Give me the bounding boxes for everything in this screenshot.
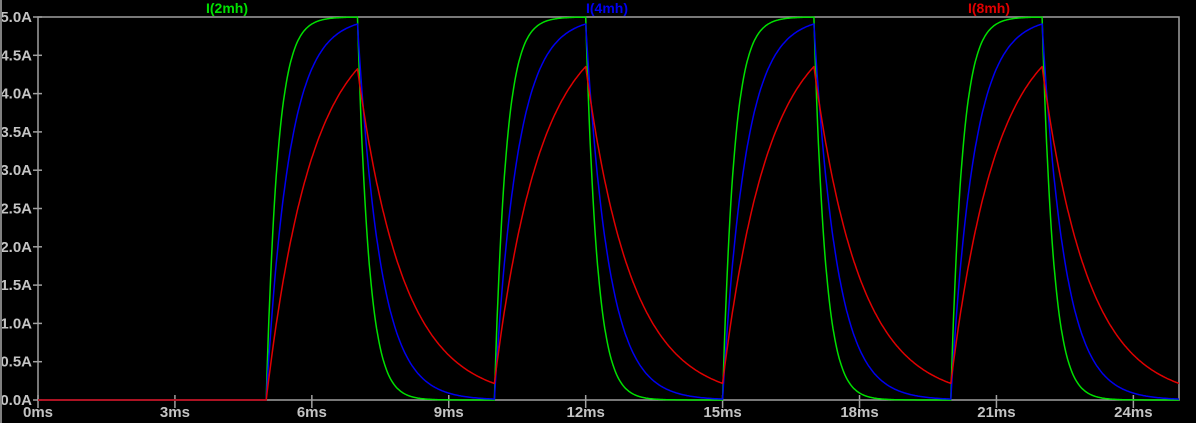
- trace-label-i2mh[interactable]: I(2mh): [206, 0, 248, 16]
- trace-i2mh[interactable]: [38, 16, 1179, 401]
- x-tick-label: 3ms: [160, 404, 190, 421]
- y-tick-label: 4.5A: [0, 47, 32, 64]
- plot-border-box: [37, 16, 1180, 401]
- trace-label-i8mh[interactable]: I(8mh): [968, 0, 1010, 16]
- x-tick-label: 9ms: [434, 404, 464, 421]
- x-tick-label: 18ms: [840, 404, 878, 421]
- x-tick-label: 12ms: [566, 404, 604, 421]
- trace-legend: I(2mh) I(4mh) I(8mh): [0, 0, 1196, 17]
- x-tick-label: 6ms: [297, 404, 327, 421]
- x-tick-label: 21ms: [977, 404, 1015, 421]
- y-tick-label: 0.5A: [0, 354, 32, 371]
- trace-i4mh[interactable]: [38, 23, 1180, 401]
- y-tick-label: 1.5A: [0, 277, 32, 294]
- window-left-border: [0, 0, 2, 423]
- y-tick-label: 2.0A: [0, 239, 32, 256]
- y-tick-label: 0.0A: [0, 392, 32, 409]
- y-tick-label: 4.0A: [0, 86, 32, 103]
- y-tick-label: 3.0A: [0, 162, 32, 179]
- trace-label-i4mh[interactable]: I(4mh): [586, 0, 628, 16]
- y-tick-label: 2.5A: [0, 201, 32, 218]
- trace-i8mh[interactable]: [38, 65, 1180, 401]
- x-tick-label: 0ms: [23, 404, 53, 421]
- x-tick-label: 24ms: [1114, 404, 1152, 421]
- y-tick-label: 5.0A: [0, 9, 32, 26]
- y-tick-label: 1.0A: [0, 315, 32, 332]
- x-tick-label: 15ms: [703, 404, 741, 421]
- y-tick-label: 3.5A: [0, 124, 32, 141]
